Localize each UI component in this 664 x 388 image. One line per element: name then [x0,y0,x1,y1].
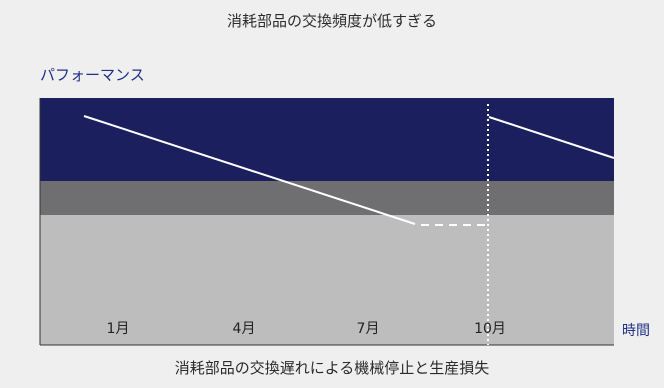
performance-decline-line [83,115,416,225]
diagram-caption: 消耗部品の交換遅れによる機械停止と生産損失 [174,359,490,377]
x-axis-unit: 時間 [622,323,650,339]
middle-band [40,181,614,215]
x-tick-label: 10月 [474,321,506,337]
x-tick-label: 7月 [357,321,380,337]
diagram-title: 消耗部品の交換頻度が低すぎる [226,12,437,30]
performance-second-decline-line [488,116,615,159]
bottom-band [40,215,614,345]
y-axis-label: パフォーマンス [40,66,145,84]
x-tick-label: 4月 [233,321,256,337]
top-band [40,98,614,181]
x-tick-label: 1月 [107,321,130,337]
